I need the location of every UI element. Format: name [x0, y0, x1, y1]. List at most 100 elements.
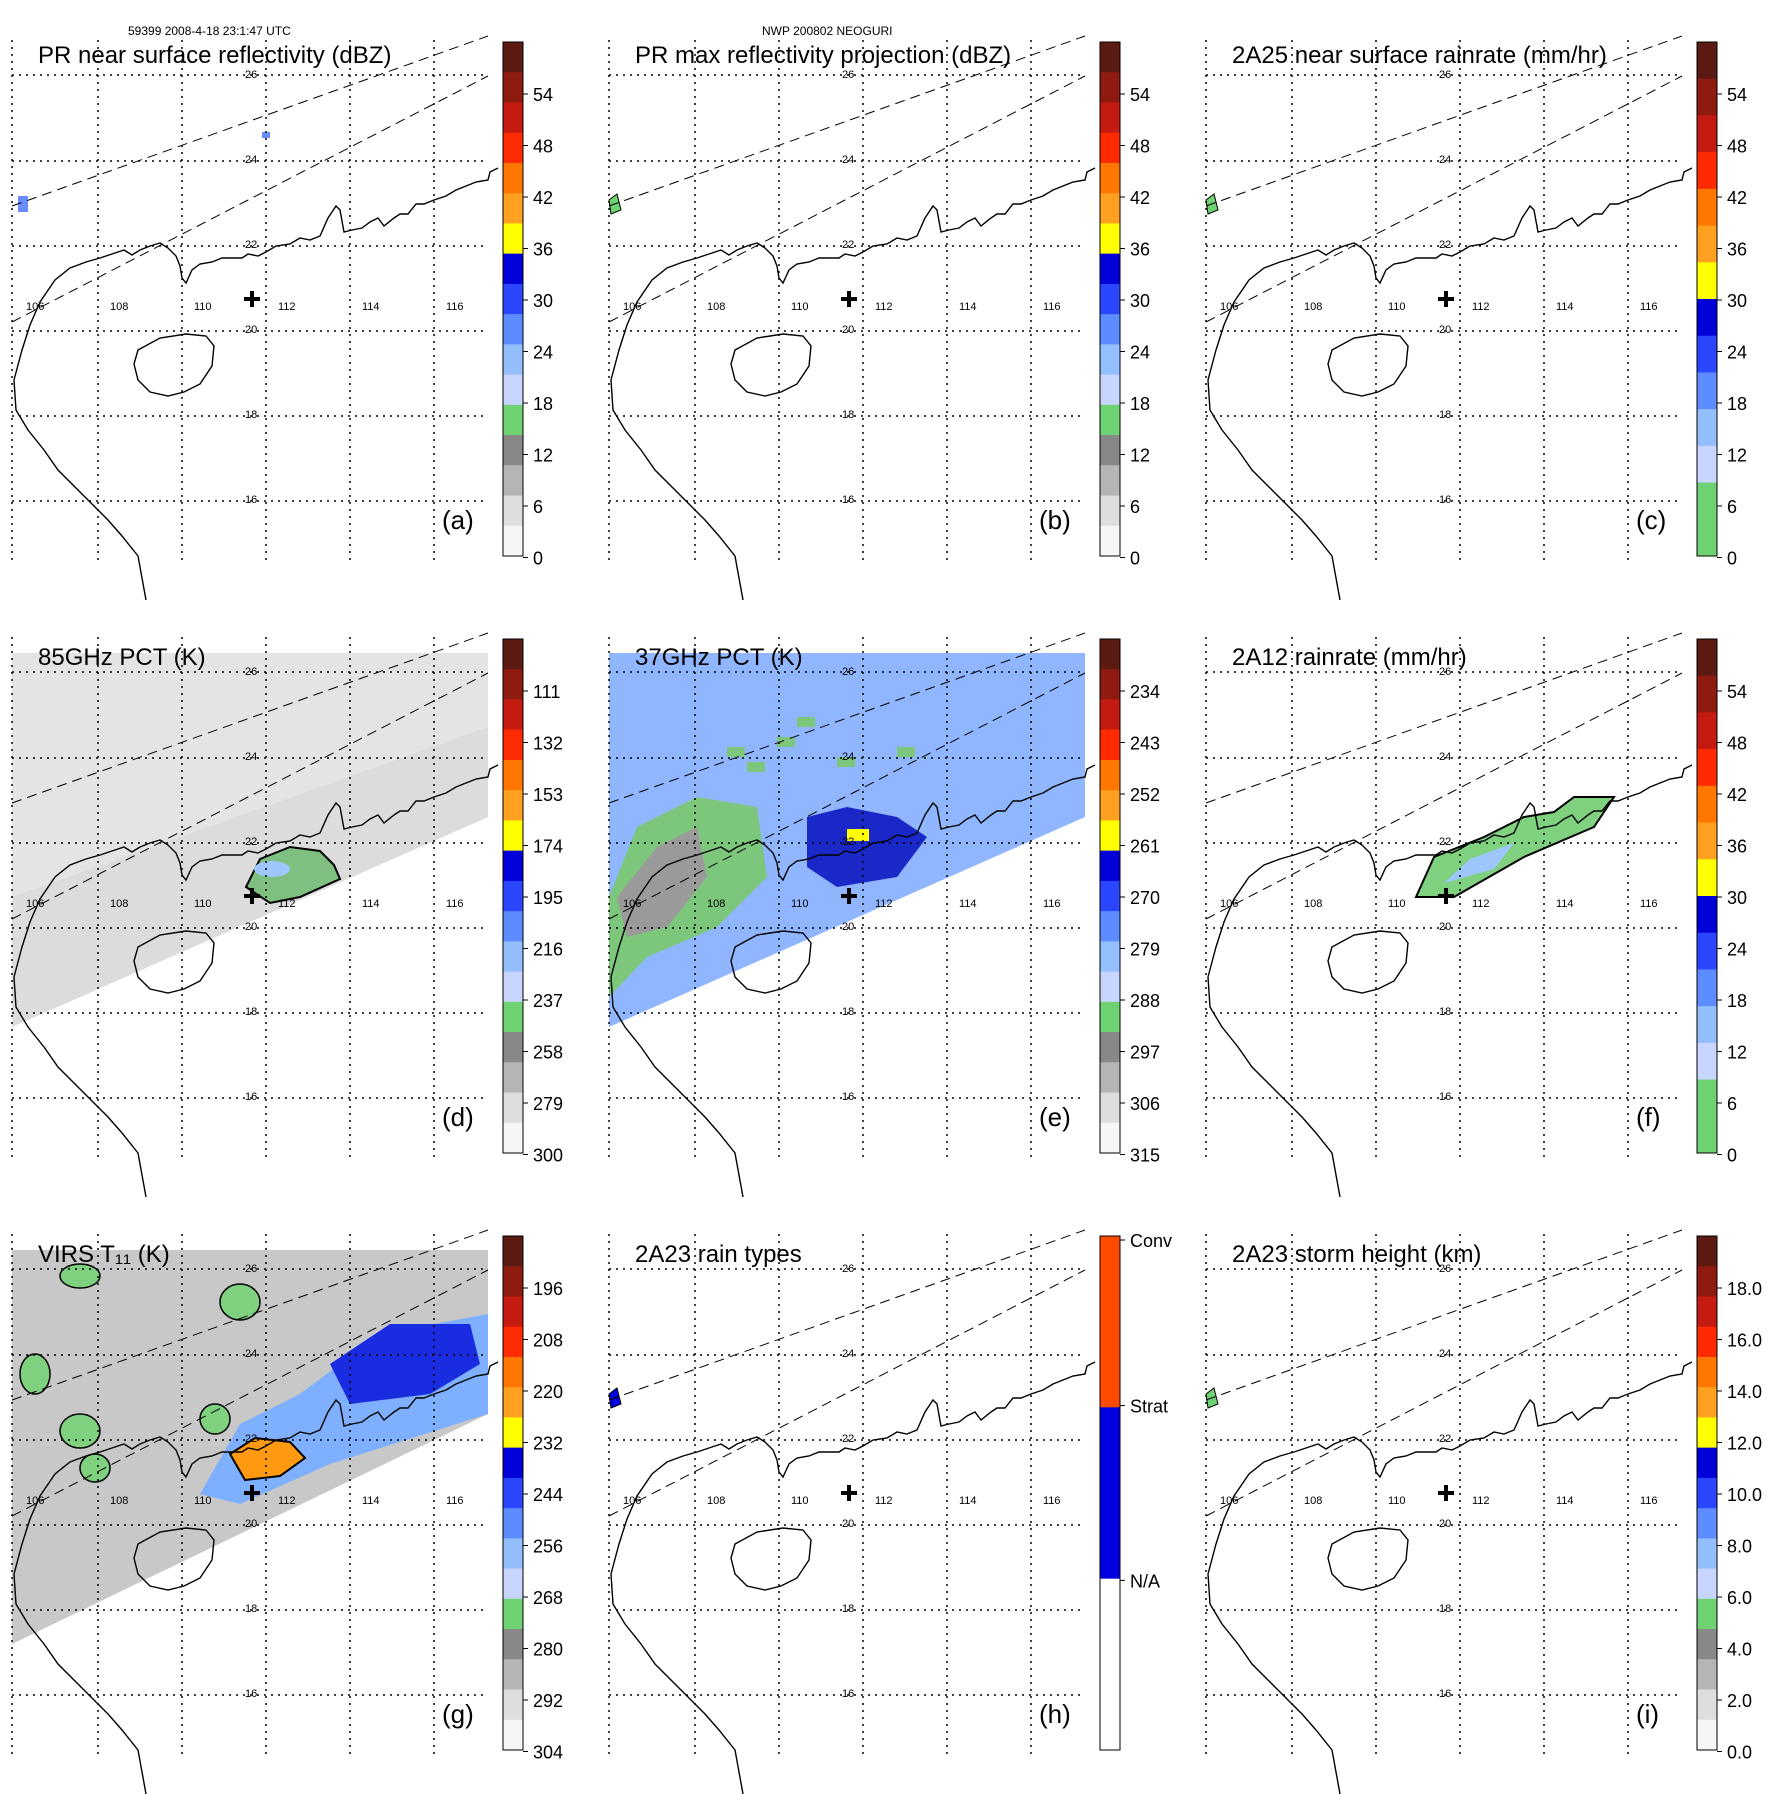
coastline — [610, 1361, 1096, 1575]
panel-title: 85GHz PCT (K) — [38, 644, 206, 671]
panel-tag: (c) — [1636, 505, 1667, 535]
map-plot: 106 108 110 112 114 1162624222018162342432522… — [608, 632, 1160, 1198]
colorbar-segment — [1697, 749, 1717, 787]
colorbar-tick-label: 48 — [1727, 137, 1747, 157]
colorbar-segment — [1100, 1578, 1120, 1751]
colorbar-segment — [503, 1122, 523, 1154]
cloud-patch — [219, 1283, 261, 1321]
lat-label: 24 — [1439, 154, 1451, 166]
lat-label: 20 — [1439, 921, 1451, 933]
swath-edge-line — [11, 1229, 489, 1401]
colorbar-segment — [1697, 409, 1717, 447]
lon-label: 116 — [446, 898, 464, 910]
colorbar-segment — [1100, 435, 1120, 466]
lat-label: 16 — [1439, 1091, 1451, 1103]
colorbar-segment — [503, 1508, 523, 1539]
colorbar-segment — [1697, 1508, 1717, 1539]
lon-label: 110 — [791, 898, 809, 910]
colorbar-segment — [503, 1092, 523, 1124]
lat-label: 26 — [842, 1263, 854, 1275]
colorbar-tick-label: 12 — [533, 446, 553, 466]
lat-label: 26 — [842, 69, 854, 81]
lat-label: 26 — [245, 666, 257, 678]
cross-icon — [841, 1485, 857, 1501]
colorbar-segment — [1100, 699, 1120, 731]
colorbar-segment — [1100, 759, 1120, 791]
colorbar-segment — [1100, 102, 1120, 134]
lat-label: 24 — [245, 751, 257, 763]
colorbar-segment — [503, 1659, 523, 1691]
colorbar-tick-label: 42 — [1727, 188, 1747, 208]
swath-edge-line — [11, 35, 489, 207]
swath-edge-line — [608, 35, 1086, 207]
colorbar-segment — [503, 850, 523, 882]
swath-edge-line — [1205, 672, 1683, 920]
lon-label: 114 — [1556, 301, 1574, 313]
colorbar-tick-label: 0 — [1130, 549, 1140, 569]
colorbar-segment — [1697, 859, 1717, 897]
lat-label: 24 — [1439, 1348, 1451, 1360]
colorbar-segment — [1100, 941, 1120, 973]
colorbar-tick-label: 270 — [1130, 888, 1160, 908]
colorbar-tick-label: 234 — [1130, 682, 1160, 702]
hainan-island — [730, 333, 812, 397]
lat-label: 18 — [1439, 1006, 1451, 1018]
lon-label: 108 — [707, 1495, 725, 1507]
swath-edge-line — [608, 672, 1086, 920]
colorbar-tick-label: 174 — [533, 837, 563, 857]
colorbar-tick-label: 258 — [533, 1043, 563, 1063]
colorbar: 234 243 252 261 270 279 288 297 306 315 — [1099, 638, 1160, 1166]
lon-label: 108 — [1304, 898, 1322, 910]
colorbar-segment — [1697, 785, 1717, 824]
colorbar-segment — [1100, 729, 1120, 761]
colorbar: 196 208 220 232 244 256 268 280 292 304 — [502, 1235, 563, 1763]
colorbar-segment — [503, 1538, 523, 1570]
colorbar-tick-label: 24 — [533, 343, 553, 363]
scatter-patch — [747, 762, 765, 772]
panel-e: 106 108 110 112 114 116 26 24 22 20 18 16 234 243 252 2… — [597, 597, 1197, 1198]
colorbar-tick-label: 16.0 — [1727, 1331, 1762, 1351]
colorbar-tick-label: 48 — [533, 137, 553, 157]
colorbar-segment — [1697, 482, 1717, 520]
colorbar-tick-label: 36 — [1727, 240, 1747, 260]
cross-icon — [1438, 291, 1454, 307]
colorbar-segment — [1697, 1006, 1717, 1044]
colorbar-tick-label: 30 — [1727, 291, 1747, 311]
colorbar-segment — [503, 941, 523, 973]
colorbar-segment — [503, 790, 523, 821]
convective-core — [244, 845, 342, 905]
swath-edge-line — [11, 1269, 489, 1517]
colorbar: 18.0 16.0 14.0 12.0 10.0 8.0 6.0 4.0 2.0 0.0 — [1696, 1235, 1762, 1763]
colorbar-segment — [1697, 372, 1717, 410]
lat-label: 22 — [245, 1433, 257, 1445]
colorbar-segment — [1697, 519, 1717, 557]
lon-label: 106 — [1220, 1495, 1238, 1507]
colorbar-segment — [1100, 1001, 1120, 1033]
colorbar-tick-label: 300 — [533, 1146, 563, 1166]
coastline-vietnam — [1207, 976, 1341, 1198]
colorbar-segment — [1100, 72, 1120, 103]
scatter-patch — [797, 717, 815, 727]
lat-label: 16 — [245, 1091, 257, 1103]
panel-i: 106 108 110 112 114 116 26 24 22 20 18 16 18.0 16.0 14… — [1194, 1194, 1771, 1794]
colorbar-tick-label: 237 — [533, 991, 563, 1011]
colorbar-segment — [1697, 969, 1717, 1007]
colorbar-segment — [1697, 1296, 1717, 1328]
colorbar-tick-label: 195 — [533, 888, 563, 908]
map-plot: 106 108 110 112 114 116 26 24 22 20 18 16 54 48 42 36 30… — [1205, 35, 1747, 601]
colorbar-tick-label: 261 — [1130, 837, 1160, 857]
lat-label: 26 — [1439, 69, 1451, 81]
colorbar-segment — [1697, 1447, 1717, 1479]
colorbar-tick-label: 6 — [1727, 497, 1737, 517]
cloud-patch — [199, 1403, 231, 1435]
colorbar: 54 48 42 36 30 24 18 12 6 0 — [502, 41, 553, 569]
colorbar: 54 48 42 36 30 24 18 12 6 0 — [1696, 638, 1747, 1166]
lon-label: 116 — [1640, 301, 1658, 313]
lon-label: 116 — [1043, 1495, 1061, 1507]
cross-icon — [841, 888, 857, 904]
colorbar-tick-label: 0.0 — [1727, 1743, 1752, 1763]
colorbar-segment — [1697, 822, 1717, 860]
hainan-island — [730, 930, 812, 994]
colorbar-segment — [1100, 344, 1120, 376]
coastline-vietnam — [610, 379, 744, 601]
